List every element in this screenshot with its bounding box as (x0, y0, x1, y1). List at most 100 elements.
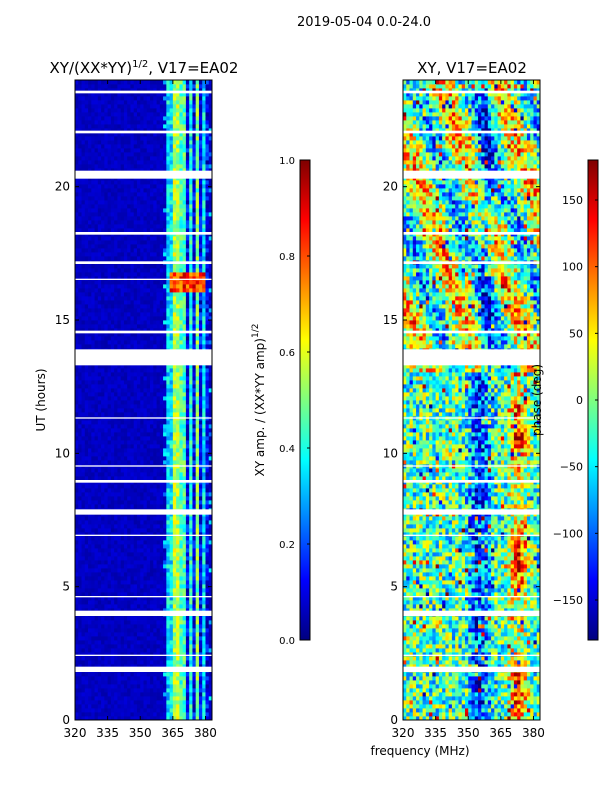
heatmap-cell (110, 540, 115, 545)
heatmap-cell (185, 400, 190, 405)
heatmap-cell (94, 640, 99, 645)
heatmap-cell (117, 340, 122, 345)
heatmap-cell (182, 496, 187, 501)
heatmap-cell (185, 268, 190, 273)
heatmap-cell (143, 344, 148, 349)
heatmap-cell (146, 632, 151, 637)
heatmap-cell (97, 284, 102, 289)
heatmap-cell (185, 276, 190, 281)
heatmap-cell (185, 492, 190, 497)
heatmap-cell (205, 308, 210, 313)
heatmap-cell (156, 488, 161, 493)
heatmap-cell (117, 332, 122, 337)
heatmap-cell (133, 620, 138, 625)
heatmap-cell (91, 456, 95, 461)
heatmap-cell (117, 700, 122, 705)
heatmap-cell (127, 372, 131, 377)
heatmap-cell (107, 304, 112, 309)
heatmap-cell (104, 572, 109, 577)
heatmap-cell (94, 256, 99, 261)
heatmap-cell (84, 492, 89, 497)
heatmap-cell (107, 288, 112, 293)
heatmap-cell (117, 312, 122, 317)
heatmap-cell (110, 316, 115, 321)
heatmap-cell (120, 552, 125, 557)
heatmap-cell (88, 524, 92, 529)
heatmap-cell (156, 696, 161, 701)
heatmap-cell (182, 320, 187, 325)
heatmap-cell (163, 548, 167, 553)
heatmap-cell (198, 648, 203, 653)
heatmap-cell (136, 520, 141, 525)
heatmap-cell (107, 440, 112, 445)
heatmap-cell (189, 396, 193, 401)
heatmap-cell (205, 264, 210, 269)
heatmap-cell (91, 400, 95, 405)
heatmap-cell (205, 540, 210, 545)
heatmap-cell (127, 284, 131, 289)
heatmap-cell (78, 444, 82, 449)
heatmap-cell (163, 628, 167, 633)
heatmap-cell (75, 300, 79, 305)
heatmap-cell (208, 376, 213, 381)
heatmap-cell (205, 688, 210, 693)
heatmap-cell (127, 412, 131, 417)
heatmap-cell (91, 420, 95, 425)
heatmap-cell (150, 376, 154, 381)
heatmap-cell (94, 632, 99, 637)
heatmap-cell (159, 684, 164, 689)
heatmap-cell (75, 628, 79, 633)
heatmap-cell (110, 440, 115, 445)
heatmap-cell (84, 280, 89, 285)
heatmap-cell (127, 436, 131, 441)
heatmap-cell (192, 492, 197, 497)
heatmap-cell (133, 484, 138, 489)
heatmap-cell (94, 436, 99, 441)
heatmap-cell (75, 688, 79, 693)
heatmap-cell (208, 660, 213, 665)
heatmap-cell (179, 284, 184, 289)
heatmap-cell (185, 692, 190, 697)
heatmap-cell (202, 600, 206, 605)
heatmap-cell (156, 604, 161, 609)
heatmap-cell (110, 388, 115, 393)
heatmap-cell (146, 580, 151, 585)
heatmap-cell (172, 664, 177, 669)
heatmap-cell (91, 408, 95, 413)
heatmap-cell (97, 640, 102, 645)
heatmap-cell (130, 708, 135, 713)
heatmap-cell (169, 444, 174, 449)
heatmap-cell (159, 552, 164, 557)
heatmap-cell (130, 380, 135, 385)
heatmap-cell (198, 596, 203, 601)
heatmap-cell (75, 380, 79, 385)
heatmap-cell (185, 628, 190, 633)
heatmap-cell (120, 548, 125, 553)
heatmap-cell (153, 404, 157, 409)
heatmap-cell (146, 316, 151, 321)
heatmap-cell (195, 412, 200, 417)
heatmap-cell (140, 368, 144, 373)
heatmap-cell (172, 648, 177, 653)
heatmap-cell (88, 432, 92, 437)
heatmap-cell (136, 432, 141, 437)
heatmap-cell (163, 472, 167, 477)
heatmap-cell (205, 340, 210, 345)
heatmap-cell (107, 700, 112, 705)
heatmap-cell (120, 672, 125, 677)
heatmap-cell (159, 292, 164, 297)
heatmap-cell (198, 652, 203, 657)
heatmap-cell (127, 600, 131, 605)
heatmap-cell (114, 504, 118, 509)
heatmap-cell (97, 424, 102, 429)
heatmap-cell (208, 316, 213, 321)
heatmap-cell (166, 488, 170, 493)
heatmap-cell (189, 336, 193, 341)
heatmap-cell (117, 404, 122, 409)
heatmap-cell (150, 380, 154, 385)
heatmap-cell (84, 372, 89, 377)
heatmap-cell (81, 456, 86, 461)
heatmap-cell (205, 676, 210, 681)
heatmap-cell (97, 712, 102, 717)
heatmap-cell (169, 420, 174, 425)
